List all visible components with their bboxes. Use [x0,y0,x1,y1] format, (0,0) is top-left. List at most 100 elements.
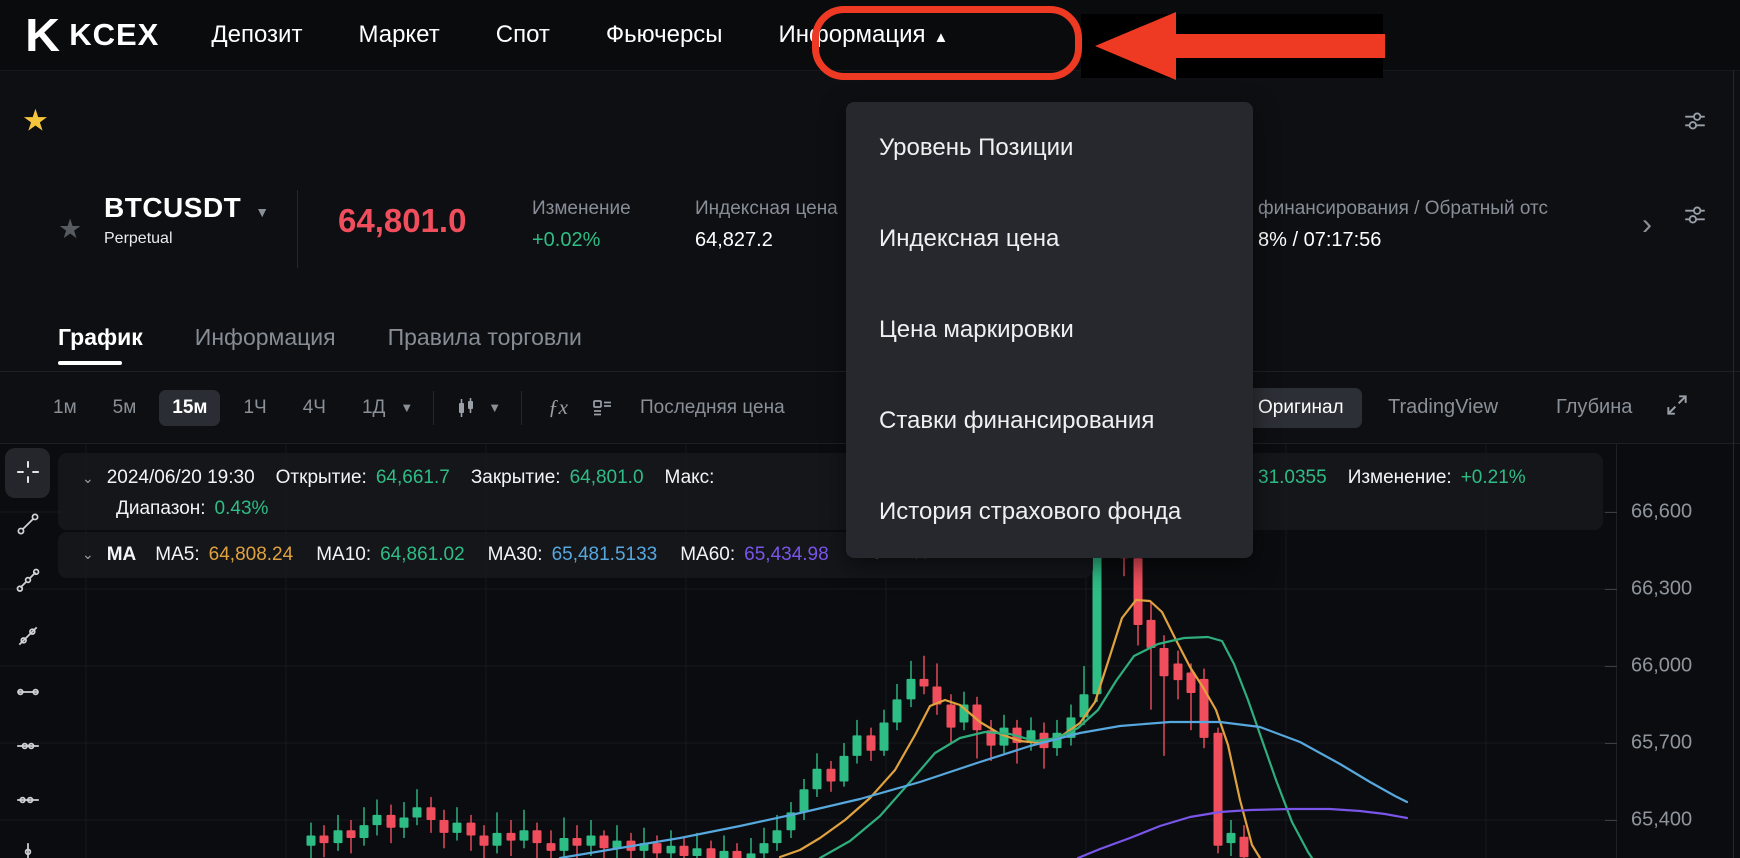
kcex-logo-text: KCEX [69,17,160,52]
ma-title: MA [106,543,137,565]
index-price-label: Индексная цена [695,198,838,219]
ma5-label: MA5: [155,543,200,565]
right-panel-border [1733,70,1734,858]
layout-grid-icon[interactable] [590,396,614,420]
dropdown-item-1[interactable]: Уровень Позиции [879,133,1074,161]
nav-item-1[interactable]: Депозит [211,21,303,48]
kcex-logo[interactable]: K KCEX [25,9,160,61]
fullscreen-expand-icon[interactable] [1664,392,1690,418]
funding-countdown-block: финансирования / Обратный отс 8% / 07:17… [1258,198,1610,252]
nav-item-5[interactable]: Информация ▲ [778,21,949,48]
ray-line-tool-icon[interactable] [15,623,41,649]
original-chart-button[interactable]: Оригинал [1240,388,1362,428]
depth-chart-button[interactable]: Глубина [1556,396,1633,418]
axis-tick [1605,512,1617,513]
high-label: Макс: [664,467,715,488]
change-label: Изменение [532,198,631,219]
horizontal-line-tool-icon[interactable] [15,733,41,759]
timeframe-4Ч[interactable]: 4Ч [302,396,326,418]
dropdown-item-4[interactable]: Ставки финансирования [879,406,1155,434]
symbol-selector[interactable]: BTCUSDT ▼ Perpetual [104,192,269,248]
favorites-settings-icon[interactable] [1682,108,1708,134]
timeframe-group: 1м 5м 15м 1Ч 4Ч 1Д [40,389,398,426]
axis-tick [1605,666,1617,668]
ticker-more-chevron-icon[interactable]: › [1642,208,1652,241]
range-label: Диапазон: [116,498,206,519]
dropdown-item-3[interactable]: Цена маркировки [879,315,1074,343]
timeframe-15м[interactable]: 15м [159,389,221,426]
ma10-label: MA10: [316,543,372,565]
vertical-line-tool-icon[interactable] [15,841,41,858]
axis-price-label: 66,600 [1631,500,1693,523]
symbol-dropdown-caret-icon: ▼ [255,204,270,220]
top-nav-bar: K KCEX Депозит Маркет Спот Фьючерсы Информац… [0,0,1740,70]
ma60-label: MA60: [680,543,736,565]
timeframe-1м[interactable]: 1м [53,396,77,418]
volume-fragment-value: 31.0355 [1258,467,1327,488]
change-block: Изменение +0.02% [532,198,631,252]
candle-datetime: 2024/06/20 19:30 [106,467,255,488]
range-value: 0.43% [214,498,269,519]
chart-style-icon[interactable] [454,396,478,420]
funding-label: финансирования / Обратный отс [1258,198,1548,219]
nav-item-3[interactable]: Спот [495,21,550,48]
indicators-fx-button[interactable]: ƒx [548,395,568,419]
symbol-name: BTCUSDT [104,192,242,223]
price-axis[interactable]: 66,600 66,300 66,000 65,700 65,400 [1605,443,1740,858]
information-dropdown-menu: Уровень Позиции Индексная цена Цена маркир… [846,102,1253,558]
nav-item-2[interactable]: Маркет [358,21,440,48]
multi-point-line-tool-icon[interactable] [15,567,41,593]
axis-price-label: 65,700 [1631,731,1693,754]
ma30-label: MA30: [487,543,543,565]
symbol-favorite-star-icon[interactable]: ★ [58,214,83,244]
kcex-logo-icon: K [25,9,61,61]
dropdown-item-5[interactable]: История страхового фонда [879,497,1182,525]
axis-price-label: 66,000 [1631,654,1693,677]
ma10-value: 64,861.02 [380,543,465,565]
timeframe-1Д[interactable]: 1Д [361,396,386,418]
close-value: 64,801.0 [569,467,644,488]
timeframe-5м[interactable]: 5м [112,396,137,418]
nav-caret-up-icon: ▲ [933,29,949,46]
change-value: +0.02% [532,229,601,251]
chart-style-caret-icon[interactable]: ▼ [488,400,502,415]
tab-3[interactable]: Правила торговли [387,324,582,350]
nav-item-4[interactable]: Фьючерсы [605,21,723,48]
ohlc-info-bar: ⌄ 2024/06/20 19:30 Открытие: 64,661.7 За… [58,453,1603,530]
axis-tick [1605,820,1617,822]
ma5-value: 64,808.24 [208,543,294,565]
favorites-star-icon[interactable]: ★ [22,104,49,138]
axis-tick [1605,589,1617,590]
last-price-mode-label[interactable]: Последняя цена [639,396,785,418]
horizontal-ray-tool-icon[interactable] [15,787,41,813]
ticker-settings-icon[interactable] [1682,202,1708,228]
ma30-value: 65,481.5133 [551,543,658,565]
open-value: 64,661.7 [375,467,450,488]
funding-value: 8% / 07:17:56 [1258,229,1382,251]
horizontal-segment-tool-icon[interactable] [15,679,41,705]
tab-2[interactable]: Информация [194,324,336,350]
change-pct-label: Изменение: [1347,467,1452,488]
tradingview-chart-button[interactable]: TradingView [1388,396,1499,418]
divider [521,390,523,425]
collapse-caret-icon[interactable]: ⌄ [82,469,94,486]
dropdown-item-2[interactable]: Индексная цена [879,224,1060,252]
trend-line-tool-icon[interactable] [15,511,41,537]
tab-1[interactable]: График [58,324,143,371]
ma60-value: 65,434.98 [744,543,829,565]
close-label: Закрытие: [470,467,561,488]
open-label: Открытие: [275,467,367,488]
drawing-tools-sidebar [0,443,55,858]
axis-tick [1605,743,1617,745]
index-price-block: Индексная цена 64,827.2 [695,198,838,252]
annotation-arrow [1095,12,1385,80]
ma-collapse-caret-icon[interactable]: ⌄ [82,546,94,562]
timeframe-more-caret-icon[interactable]: ▼ [400,400,414,415]
axis-price-label: 66,300 [1631,577,1693,600]
crosshair-tool-icon[interactable] [15,459,41,485]
nav-menu: Депозит Маркет Спот Фьючерсы Информация ▲ [211,21,948,49]
crosshair-tool-active-chip [5,448,50,498]
divider [297,190,298,268]
timeframe-1Ч[interactable]: 1Ч [243,396,267,418]
